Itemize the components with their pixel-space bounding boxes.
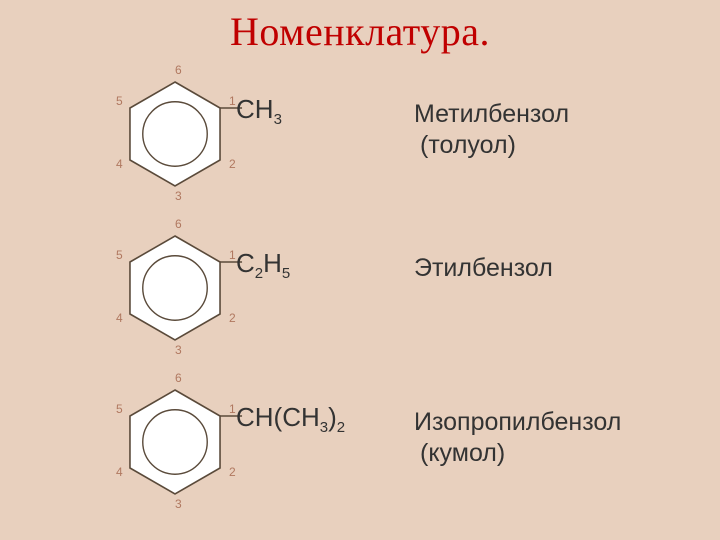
substituent-formula: CH(CH3)2 <box>236 402 345 436</box>
substituent-formula: C2H5 <box>236 248 290 282</box>
svg-text:4: 4 <box>116 465 123 479</box>
svg-text:6: 6 <box>175 372 182 385</box>
svg-text:3: 3 <box>175 189 182 203</box>
benzene-ring: 6 1 2 3 4 5 <box>100 218 250 358</box>
compound-alt-name: (кумол) <box>414 439 621 468</box>
svg-text:2: 2 <box>229 465 236 479</box>
svg-text:5: 5 <box>116 248 123 262</box>
compound-alt-name: (толуол) <box>414 131 569 160</box>
svg-text:2: 2 <box>229 311 236 325</box>
svg-text:5: 5 <box>116 402 123 416</box>
compound-name: Метилбензол(толуол) <box>414 100 569 160</box>
svg-text:1: 1 <box>229 94 236 108</box>
svg-text:4: 4 <box>116 311 123 325</box>
svg-text:2: 2 <box>229 157 236 171</box>
benzene-ring-svg: 6 1 2 3 4 5 <box>100 372 270 512</box>
compound-name: Этилбензол <box>414 254 553 283</box>
page-title: Номенклатура. <box>0 8 720 55</box>
svg-text:4: 4 <box>116 157 123 171</box>
benzene-ring-svg: 6 1 2 3 4 5 <box>100 64 270 204</box>
svg-text:1: 1 <box>229 248 236 262</box>
svg-text:6: 6 <box>175 64 182 77</box>
svg-text:3: 3 <box>175 497 182 511</box>
svg-text:3: 3 <box>175 343 182 357</box>
svg-text:5: 5 <box>116 94 123 108</box>
benzene-ring: 6 1 2 3 4 5 <box>100 64 250 204</box>
svg-text:6: 6 <box>175 218 182 231</box>
compound-name: Изопропилбензол(кумол) <box>414 408 621 468</box>
benzene-ring: 6 1 2 3 4 5 <box>100 372 250 512</box>
substituent-formula: CH3 <box>236 94 282 128</box>
benzene-ring-svg: 6 1 2 3 4 5 <box>100 218 270 358</box>
svg-text:1: 1 <box>229 402 236 416</box>
